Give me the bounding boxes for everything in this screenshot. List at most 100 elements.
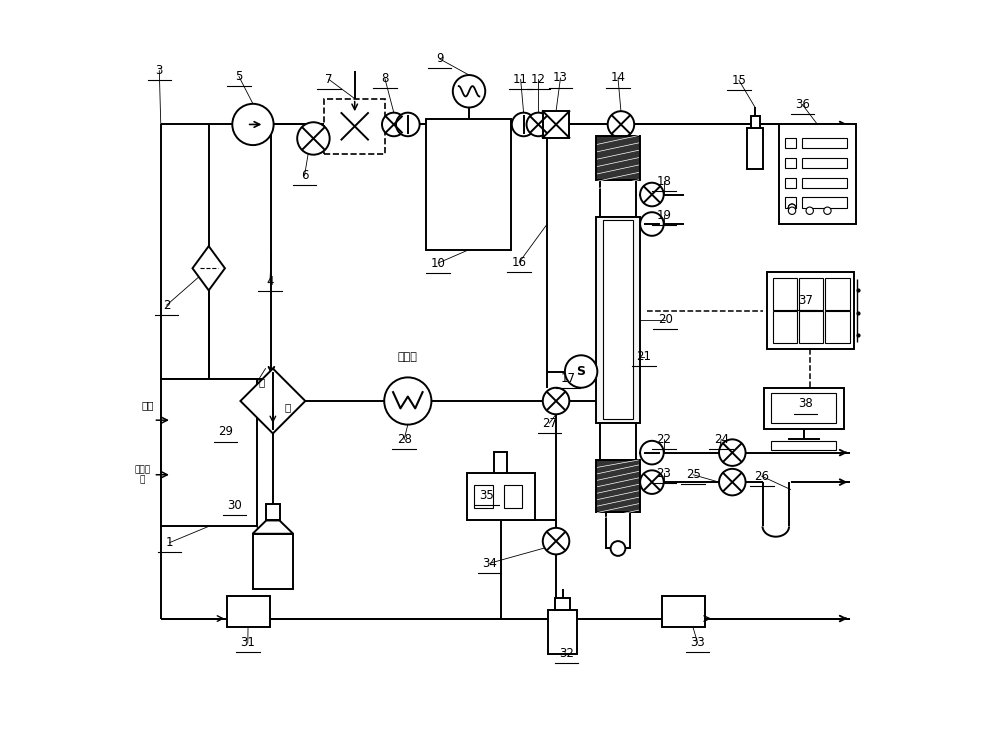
Bar [785,137,796,148]
Circle shape [297,123,330,155]
Bar [467,473,535,520]
Bar [802,137,847,148]
Circle shape [640,441,664,464]
Text: 28: 28 [397,433,412,446]
Circle shape [384,377,431,424]
Text: 3: 3 [156,64,163,77]
Bar [474,484,493,508]
Text: 8: 8 [381,72,389,85]
Circle shape [806,207,813,215]
Text: 32: 32 [559,646,574,660]
Text: 31: 31 [240,637,255,649]
Text: 21: 21 [636,350,651,363]
Bar [596,460,640,512]
Bar [324,99,385,154]
Text: 35: 35 [479,489,494,502]
Bar [600,180,636,217]
Text: 去离子
水: 去离子 水 [134,465,150,484]
Bar [767,272,854,349]
Bar [825,311,850,343]
Circle shape [788,204,796,212]
Bar [600,423,636,460]
Bar [603,221,633,420]
Bar [266,504,280,520]
Bar [543,111,569,137]
Circle shape [565,355,597,388]
Bar [504,484,522,508]
Text: 33: 33 [690,637,705,649]
Bar [548,610,577,654]
Bar [494,452,507,473]
Circle shape [788,204,796,212]
Text: 6: 6 [301,169,308,182]
Bar [596,217,640,423]
Circle shape [640,183,664,207]
Bar [751,117,760,128]
Polygon shape [253,520,293,533]
Circle shape [543,528,569,554]
Text: 29: 29 [218,426,233,438]
Text: 2: 2 [163,299,170,311]
Text: 10: 10 [431,256,445,270]
Text: 19: 19 [656,209,671,221]
Bar [779,125,856,224]
Circle shape [527,113,550,136]
Text: 37: 37 [798,294,813,307]
Bar [802,158,847,168]
Text: 11: 11 [513,73,528,86]
Bar [773,278,797,310]
Polygon shape [192,246,225,291]
Text: 12: 12 [531,73,546,86]
Bar [785,198,796,208]
Bar [253,533,293,589]
Text: 5: 5 [235,70,243,83]
Bar [802,198,847,208]
Circle shape [543,388,569,415]
Circle shape [382,113,406,136]
Text: 15: 15 [731,74,746,87]
Text: S: S [577,365,586,378]
Text: 冷却水: 冷却水 [398,351,418,362]
Bar [785,178,796,188]
Text: 4: 4 [266,275,274,288]
Text: 38: 38 [798,398,813,410]
Circle shape [608,111,634,137]
Text: 24: 24 [714,433,729,446]
Bar [825,278,850,310]
Text: 7: 7 [325,73,333,86]
Text: 34: 34 [482,557,497,570]
Text: 18: 18 [656,175,671,188]
Text: 17: 17 [560,372,575,386]
Text: 液: 液 [284,402,291,412]
Bar [799,278,823,310]
Bar [771,441,836,450]
Polygon shape [240,369,305,433]
Circle shape [788,207,796,215]
Bar [764,388,844,429]
Text: 16: 16 [512,256,527,269]
Circle shape [640,212,664,236]
Circle shape [396,113,420,136]
Text: 气: 气 [259,377,265,388]
Text: 27: 27 [542,417,557,429]
Circle shape [232,104,274,145]
Circle shape [719,439,746,466]
Text: 30: 30 [227,499,242,512]
Bar [799,311,823,343]
Text: 20: 20 [658,314,673,326]
Circle shape [824,207,831,215]
Text: 36: 36 [795,98,810,111]
Bar [785,158,796,168]
Text: 1: 1 [166,536,173,549]
Text: 26: 26 [754,470,769,483]
Bar [802,178,847,188]
Bar [227,596,270,626]
Bar [555,598,570,610]
Bar [606,512,630,548]
Text: 22: 22 [656,433,671,446]
Bar [747,128,763,169]
Text: 13: 13 [553,71,568,85]
Circle shape [453,75,485,108]
Text: 甲醇: 甲醇 [141,400,154,410]
Circle shape [611,541,625,556]
